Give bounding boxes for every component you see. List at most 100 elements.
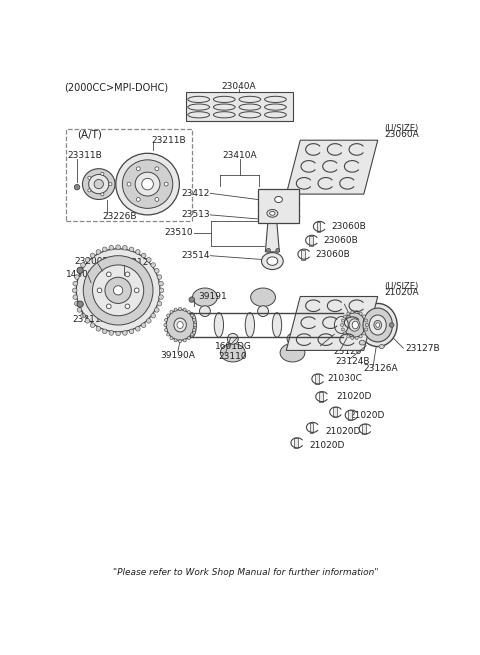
Ellipse shape (267, 257, 278, 265)
Ellipse shape (376, 323, 380, 328)
Text: 39190A: 39190A (160, 350, 195, 360)
Ellipse shape (192, 318, 196, 322)
Ellipse shape (191, 314, 193, 317)
Ellipse shape (135, 326, 140, 331)
Bar (301, 250, 305, 259)
Ellipse shape (102, 329, 107, 333)
Ellipse shape (187, 312, 196, 337)
Polygon shape (265, 215, 279, 252)
Text: 21020D: 21020D (336, 392, 371, 401)
Ellipse shape (351, 310, 354, 314)
Ellipse shape (155, 198, 159, 201)
Ellipse shape (170, 310, 173, 314)
Text: 23211B: 23211B (152, 136, 186, 145)
Ellipse shape (270, 212, 275, 215)
Text: 23412: 23412 (181, 189, 210, 198)
Ellipse shape (116, 245, 120, 250)
Ellipse shape (340, 324, 344, 327)
Ellipse shape (107, 272, 111, 276)
Ellipse shape (267, 210, 278, 217)
Ellipse shape (105, 277, 132, 303)
Text: 23514: 23514 (181, 252, 210, 260)
Ellipse shape (77, 267, 83, 273)
Ellipse shape (214, 312, 224, 337)
Polygon shape (286, 140, 378, 194)
Ellipse shape (351, 337, 354, 339)
Polygon shape (286, 297, 378, 350)
Ellipse shape (74, 301, 79, 306)
Ellipse shape (109, 183, 112, 185)
Ellipse shape (102, 247, 107, 252)
Ellipse shape (341, 319, 344, 322)
Ellipse shape (189, 297, 194, 303)
Text: 23125: 23125 (291, 341, 320, 350)
Ellipse shape (167, 314, 170, 317)
Ellipse shape (177, 322, 183, 328)
Ellipse shape (141, 253, 146, 258)
Bar (315, 374, 319, 384)
Bar (362, 424, 366, 434)
Ellipse shape (136, 198, 140, 201)
Bar (333, 407, 336, 417)
Text: 21030C: 21030C (327, 375, 362, 383)
Ellipse shape (303, 312, 312, 337)
Ellipse shape (167, 333, 170, 336)
Ellipse shape (74, 274, 79, 279)
Ellipse shape (192, 288, 217, 307)
Ellipse shape (344, 315, 347, 318)
Text: 23200B: 23200B (74, 257, 108, 265)
Ellipse shape (122, 331, 127, 335)
Text: 23060B: 23060B (316, 250, 350, 259)
Ellipse shape (362, 315, 366, 318)
Ellipse shape (193, 324, 196, 327)
Ellipse shape (77, 269, 82, 273)
Bar (310, 422, 313, 433)
Ellipse shape (129, 329, 134, 333)
Text: 23060B: 23060B (324, 236, 358, 245)
Ellipse shape (97, 288, 102, 293)
Ellipse shape (73, 281, 78, 286)
Ellipse shape (81, 313, 85, 318)
Ellipse shape (141, 323, 146, 328)
Ellipse shape (90, 253, 95, 258)
Ellipse shape (96, 326, 101, 331)
Bar (309, 236, 312, 246)
Ellipse shape (262, 253, 283, 270)
Ellipse shape (192, 328, 196, 331)
Text: 23513: 23513 (181, 210, 210, 219)
Ellipse shape (157, 301, 162, 306)
Ellipse shape (101, 172, 104, 176)
Text: 21020D: 21020D (326, 427, 361, 436)
Ellipse shape (107, 304, 111, 309)
Text: (2000CC>MPI-DOHC): (2000CC>MPI-DOHC) (64, 83, 168, 93)
Ellipse shape (135, 172, 160, 196)
Ellipse shape (179, 307, 181, 310)
Text: 23123: 23123 (339, 297, 368, 307)
Ellipse shape (352, 321, 359, 329)
Ellipse shape (88, 189, 91, 192)
Text: 23127B: 23127B (405, 344, 440, 352)
Ellipse shape (134, 288, 139, 293)
Ellipse shape (136, 167, 140, 171)
Text: (U/SIZE): (U/SIZE) (384, 282, 418, 291)
Ellipse shape (200, 306, 210, 316)
Ellipse shape (183, 308, 186, 311)
Ellipse shape (280, 343, 305, 362)
Ellipse shape (365, 328, 368, 331)
Ellipse shape (74, 185, 80, 190)
Ellipse shape (365, 319, 368, 322)
Text: 1430JE: 1430JE (66, 271, 97, 280)
Ellipse shape (159, 281, 163, 286)
Ellipse shape (83, 169, 115, 200)
Ellipse shape (151, 263, 156, 267)
Text: 23126A: 23126A (364, 364, 398, 373)
Ellipse shape (93, 265, 144, 316)
Ellipse shape (85, 257, 90, 262)
Ellipse shape (155, 167, 159, 171)
Ellipse shape (347, 312, 350, 315)
Ellipse shape (359, 335, 362, 338)
Ellipse shape (359, 312, 362, 315)
Ellipse shape (125, 272, 130, 276)
Ellipse shape (335, 316, 348, 333)
Ellipse shape (369, 315, 386, 335)
